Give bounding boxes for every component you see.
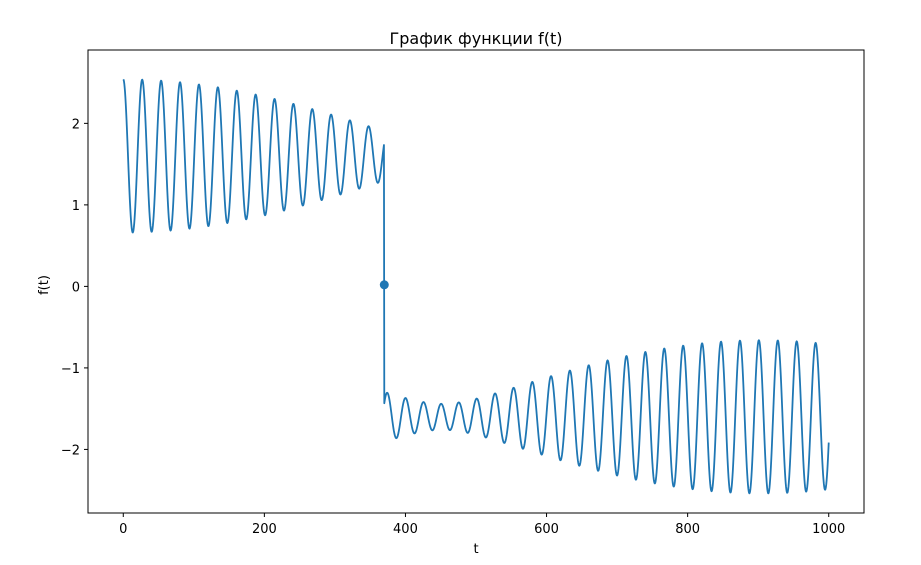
y-axis-label: f(t) [37,275,52,295]
x-tick-label: 400 [393,522,418,537]
x-axis-label: t [473,542,478,557]
x-tick-label: 1000 [812,522,845,537]
x-tick-label: 800 [675,522,700,537]
x-tick-label: 0 [119,522,127,537]
y-tick-label: −1 [61,362,80,377]
y-tick-label: 2 [72,117,80,132]
y-tick-label: 1 [72,199,80,214]
chart-title: График функции f(t) [390,29,563,48]
x-axis-ticks: 0 200 400 600 800 1000 [119,513,845,537]
y-axis-ticks: −2 −1 0 1 2 [61,117,88,458]
axes-frame [87,49,865,514]
series-line [122,78,830,495]
plot-area [87,49,865,514]
data-point-marker [379,280,389,290]
y-tick-label: −2 [61,443,80,458]
x-tick-label: 200 [252,522,277,537]
x-tick-label: 600 [534,522,559,537]
series-layer [122,78,830,495]
y-tick-label: 0 [72,280,80,295]
